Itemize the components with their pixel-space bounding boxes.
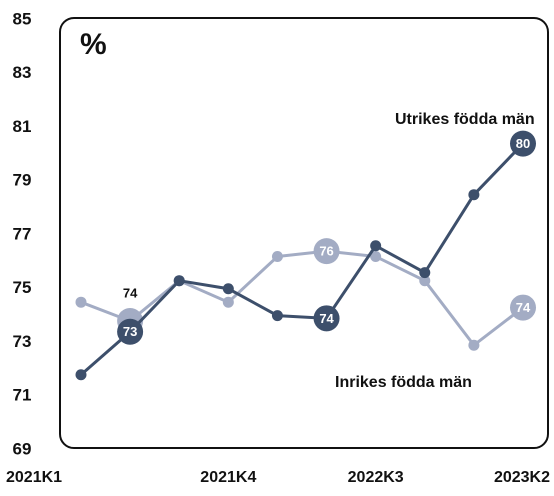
line bbox=[80, 249, 524, 348]
value-label: 74 bbox=[516, 300, 531, 315]
point bbox=[370, 251, 382, 262]
value-label: 76 bbox=[319, 244, 333, 259]
point bbox=[468, 189, 480, 201]
value-label: 74 bbox=[319, 311, 334, 326]
value-label: 73 bbox=[123, 324, 137, 339]
y-tick-label: 75 bbox=[13, 278, 32, 297]
point bbox=[173, 275, 185, 287]
point bbox=[222, 283, 234, 295]
y-tick-label: 85 bbox=[13, 9, 32, 28]
y-tick-label: 69 bbox=[13, 439, 32, 458]
point bbox=[510, 294, 536, 321]
y-tick-label: 83 bbox=[13, 63, 32, 82]
point bbox=[510, 130, 536, 157]
y-tick-label: 73 bbox=[13, 332, 32, 351]
point bbox=[419, 267, 431, 279]
y-tick-label: 81 bbox=[13, 117, 32, 136]
value-label: 80 bbox=[516, 136, 530, 151]
x-tick-label: 2021K4 bbox=[200, 469, 256, 486]
point bbox=[313, 238, 340, 265]
point bbox=[468, 339, 480, 351]
y-tick-label: 71 bbox=[13, 386, 32, 405]
x-tick-label: 2021K1 bbox=[6, 469, 62, 486]
point bbox=[271, 251, 283, 262]
point bbox=[313, 305, 340, 332]
point bbox=[370, 240, 382, 252]
point bbox=[75, 369, 87, 381]
point bbox=[117, 318, 144, 345]
value-label: 74 bbox=[123, 285, 138, 300]
point bbox=[222, 296, 234, 308]
point bbox=[419, 275, 431, 287]
y-tick-label: 79 bbox=[13, 171, 32, 190]
chart-title: % bbox=[80, 28, 107, 61]
y-tick-label: 77 bbox=[13, 224, 32, 243]
series-label: Inrikes födda män bbox=[335, 374, 472, 391]
point bbox=[271, 310, 283, 322]
point bbox=[75, 296, 87, 308]
series-label: Utrikes födda män bbox=[395, 111, 535, 128]
line bbox=[80, 142, 525, 376]
x-tick-label: 2023K2 bbox=[494, 469, 550, 486]
plot-frame bbox=[59, 17, 549, 449]
x-tick-label: 2022K3 bbox=[348, 469, 404, 486]
